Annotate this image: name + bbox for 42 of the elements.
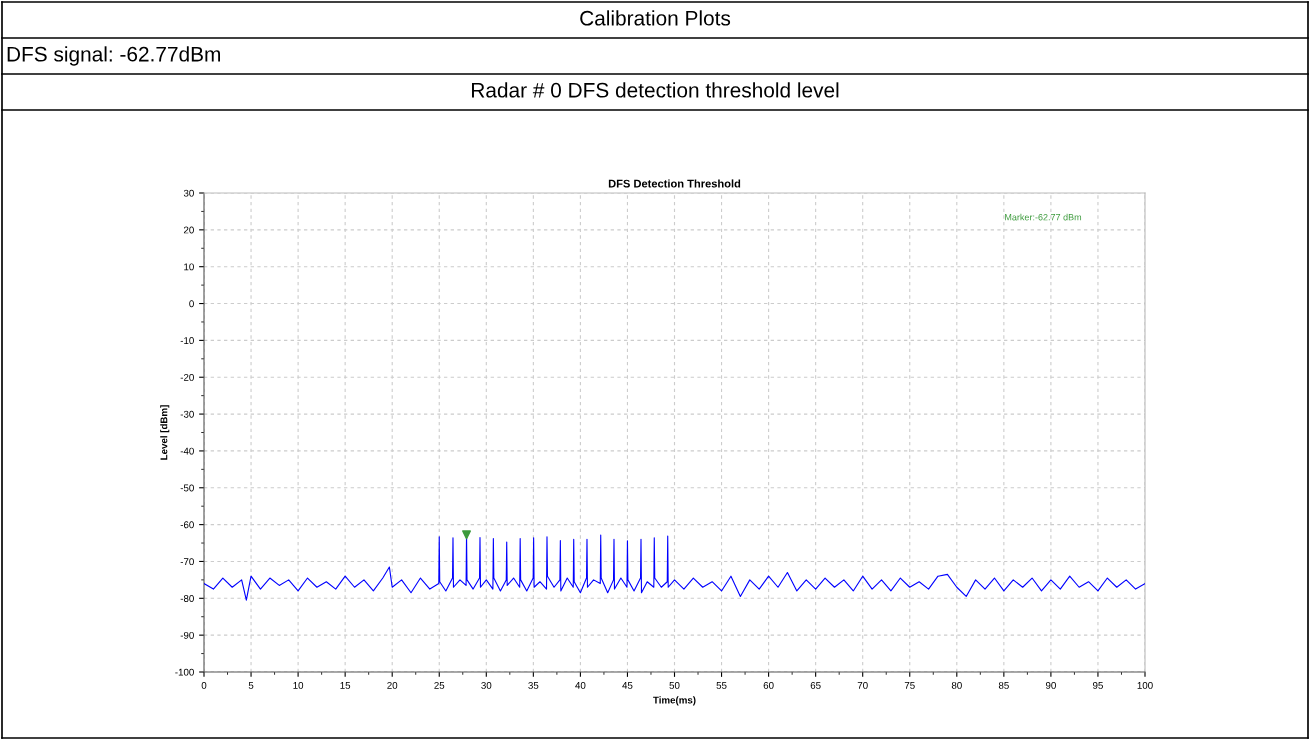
x-tick-label: 70 bbox=[857, 681, 868, 689]
x-tick-label: 45 bbox=[622, 682, 633, 689]
x-tick-label: 30 bbox=[481, 681, 492, 689]
y-tick-label: -100 bbox=[175, 668, 194, 676]
x-tick-label: 90 bbox=[1045, 681, 1056, 689]
y-axis-title: Level [dBm] bbox=[160, 405, 170, 460]
y-tick-label: -90 bbox=[180, 631, 194, 639]
y-tick-label: -40 bbox=[180, 447, 194, 455]
x-tick-label: 80 bbox=[951, 681, 962, 689]
chart-title: DFS Detection Threshold bbox=[608, 179, 741, 188]
x-tick-label: 55 bbox=[716, 682, 727, 689]
x-tick-label: 85 bbox=[998, 681, 1009, 689]
y-tick-label: 20 bbox=[183, 226, 194, 234]
y-tick-label: -70 bbox=[180, 558, 194, 566]
y-tick-label: 30 bbox=[183, 189, 194, 197]
y-tick-label: -50 bbox=[180, 484, 194, 492]
y-tick-label: -10 bbox=[180, 337, 194, 344]
text: Calibration Plots bbox=[580, 10, 731, 26]
x-tick-label: 65 bbox=[810, 681, 821, 689]
x-tick-label: 75 bbox=[904, 682, 915, 689]
x-axis-title: Time(ms) bbox=[653, 696, 696, 706]
x-tick-label: 20 bbox=[387, 681, 398, 689]
x-tick-label: 0 bbox=[201, 681, 207, 689]
x-tick-label: 100 bbox=[1137, 681, 1153, 689]
x-tick-label: 15 bbox=[340, 682, 351, 689]
x-tick-label: 25 bbox=[434, 681, 445, 689]
x-tick-label: 40 bbox=[575, 681, 586, 689]
x-tick-label: 10 bbox=[293, 681, 304, 689]
y-tick-label: -80 bbox=[180, 595, 194, 602]
x-tick-label: 50 bbox=[669, 681, 680, 689]
x-tick-label: 95 bbox=[1093, 681, 1103, 689]
y-tick-label: -20 bbox=[180, 373, 194, 381]
text: Radar # 0 DFS detection threshold level bbox=[472, 82, 839, 98]
text: DFS signal: -62.77dBm bbox=[7, 46, 220, 66]
y-tick-label: 10 bbox=[184, 263, 194, 271]
y-tick-label: 0 bbox=[189, 300, 194, 308]
y-tick-label: -30 bbox=[180, 410, 194, 418]
annotation: Marker:-62.77 dBm bbox=[1005, 213, 1082, 221]
x-tick-label: 35 bbox=[528, 681, 539, 689]
x-tick-label: 5 bbox=[248, 682, 254, 689]
y-tick-label: -60 bbox=[180, 521, 194, 529]
x-tick-label: 60 bbox=[763, 681, 774, 689]
